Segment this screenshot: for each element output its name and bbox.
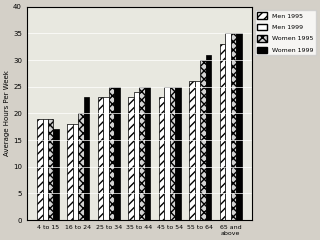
Bar: [170, 87, 175, 220]
Bar: [98, 97, 103, 220]
Bar: [114, 87, 120, 220]
Bar: [139, 87, 145, 220]
Bar: [68, 124, 73, 220]
Bar: [195, 81, 200, 220]
Legend: Men 1995, Men 1999, Women 1995, Women 1999: Men 1995, Men 1999, Women 1995, Women 19…: [255, 10, 316, 55]
Bar: [220, 44, 225, 220]
Bar: [231, 33, 236, 220]
Bar: [159, 97, 164, 220]
Bar: [206, 55, 211, 220]
Bar: [78, 114, 84, 220]
Bar: [37, 119, 43, 220]
Bar: [43, 119, 48, 220]
Y-axis label: Average Hours Per Week: Average Hours Per Week: [4, 71, 10, 156]
Bar: [189, 81, 195, 220]
Bar: [84, 97, 89, 220]
Bar: [103, 97, 109, 220]
Bar: [164, 87, 170, 220]
Bar: [145, 87, 150, 220]
Bar: [134, 92, 139, 220]
Bar: [236, 33, 242, 220]
Bar: [109, 87, 114, 220]
Bar: [128, 97, 134, 220]
Bar: [225, 33, 231, 220]
Bar: [48, 119, 53, 220]
Bar: [175, 87, 181, 220]
Bar: [200, 60, 206, 220]
Bar: [73, 124, 78, 220]
Bar: [53, 129, 59, 220]
